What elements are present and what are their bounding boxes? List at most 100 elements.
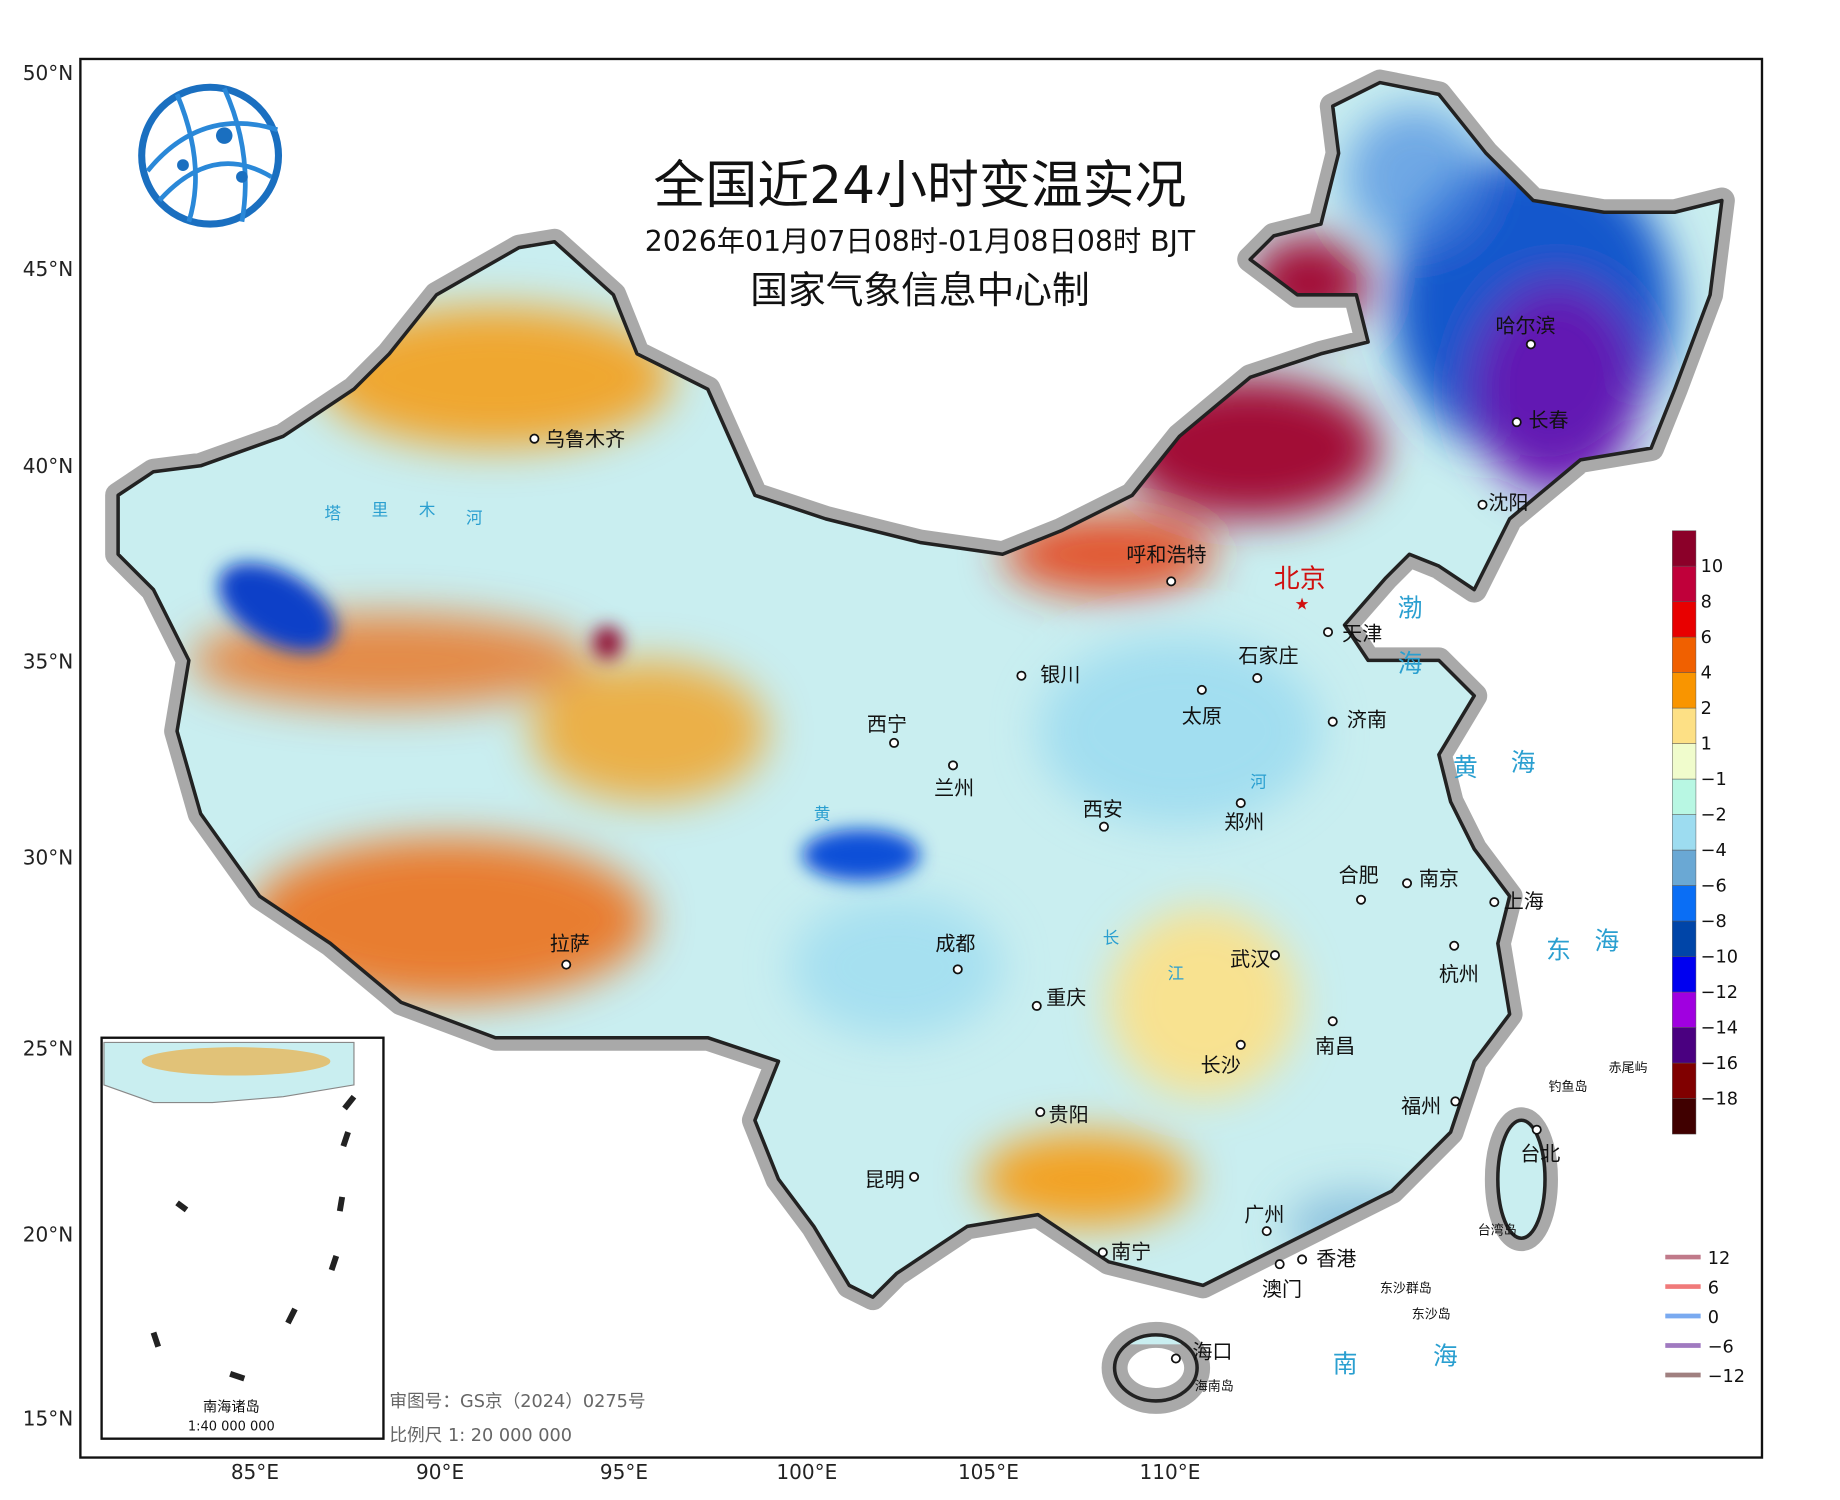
city-marker <box>1327 1016 1338 1027</box>
colorbar-swatch <box>1672 885 1697 922</box>
city-label: 上海 <box>1504 889 1544 913</box>
city-marker <box>1525 339 1536 350</box>
contour-legend-label: −6 <box>1708 1338 1734 1358</box>
south-china-sea-inset: 南海诸岛 1:40 000 000 <box>100 1036 385 1440</box>
city-label: 南宁 <box>1111 1239 1151 1263</box>
city-marker <box>1252 673 1263 684</box>
city-marker <box>1269 950 1280 961</box>
city-marker <box>1323 627 1334 638</box>
city-label: 长春 <box>1528 408 1568 432</box>
river-label: 河 <box>466 509 483 528</box>
colorbar-label: −2 <box>1701 806 1727 826</box>
city-label: 拉萨 <box>550 931 590 955</box>
capital-star-icon: ★ <box>1295 595 1310 614</box>
city-marker <box>952 964 963 975</box>
city-label: 郑州 <box>1224 810 1264 834</box>
lat-label: 45°N <box>23 257 74 281</box>
island-label: 赤尾屿 <box>1609 1061 1648 1076</box>
city-label: 西宁 <box>867 712 907 736</box>
city-label: 石家庄 <box>1238 644 1298 668</box>
map-scale: 比例尺 1: 20 000 000 <box>389 1425 572 1446</box>
city-label: 太原 <box>1182 704 1222 728</box>
lon-label: 85°E <box>231 1460 279 1484</box>
city-label: 南昌 <box>1315 1034 1355 1058</box>
colorbar-swatch <box>1672 743 1697 780</box>
lon-label: 110°E <box>1140 1460 1201 1484</box>
island-label: 钓鱼岛 <box>1549 1079 1588 1095</box>
contour-legend-label: 6 <box>1708 1279 1719 1299</box>
colorbar-label: −14 <box>1701 1018 1738 1038</box>
sea-label: 海 <box>1433 1341 1458 1370</box>
colorbar-swatch <box>1672 1062 1697 1099</box>
city-marker <box>1261 1226 1272 1237</box>
contour-legend-label: 12 <box>1708 1249 1731 1269</box>
city-label: 沈阳 <box>1488 490 1528 514</box>
city-label: 乌鲁木齐 <box>545 427 625 451</box>
city-marker <box>1170 1353 1181 1364</box>
sea-label: 海 <box>1398 649 1423 678</box>
colorbar-label: 6 <box>1701 628 1712 648</box>
colorbar-label: −8 <box>1701 912 1727 932</box>
city-label: 呼和浩特 <box>1126 542 1206 566</box>
city-marker <box>909 1171 920 1182</box>
river-label: 江 <box>1168 964 1185 983</box>
city-marker <box>1489 897 1500 908</box>
city-marker <box>529 433 540 444</box>
sea-label: 东 <box>1546 936 1571 965</box>
colorbar-swatch <box>1672 991 1697 1028</box>
colorbar-label: −4 <box>1701 841 1727 861</box>
island-label: 海南岛 <box>1195 1378 1234 1394</box>
capital-label: 北京 <box>1274 564 1326 594</box>
city-label: 济南 <box>1347 707 1387 731</box>
sea-label: 海 <box>1595 926 1620 955</box>
lat-label: 35°N <box>23 650 74 674</box>
river-label: 塔 <box>324 504 341 523</box>
colorbar-label: −16 <box>1701 1054 1738 1074</box>
city-label: 哈尔滨 <box>1495 314 1555 338</box>
city-marker <box>1327 716 1338 727</box>
lat-label: 20°N <box>23 1223 74 1247</box>
river-label: 木 <box>419 500 436 519</box>
river-label: 河 <box>1250 773 1266 792</box>
city-marker <box>561 959 572 970</box>
city-marker <box>1511 417 1522 428</box>
sea-label: 南 <box>1333 1350 1358 1379</box>
city-label: 成都 <box>935 931 975 955</box>
city-label: 广州 <box>1244 1203 1284 1227</box>
colorbar-swatch <box>1672 814 1697 851</box>
colorbar-label: 2 <box>1701 699 1712 719</box>
island-label: 东沙岛 <box>1412 1306 1451 1322</box>
colorbar-swatch <box>1672 778 1697 815</box>
city-label: 重庆 <box>1046 986 1086 1010</box>
lon-label: 95°E <box>600 1460 648 1484</box>
colorbar-swatch <box>1672 1098 1697 1135</box>
city-marker <box>889 737 900 748</box>
colorbar-label: 4 <box>1701 664 1712 684</box>
map-subtitle: 2026年01月07日08时-01月08日08时 BJT <box>645 225 1196 258</box>
lat-label: 30°N <box>23 845 74 869</box>
river-label: 长 <box>1103 928 1120 947</box>
city-label: 昆明 <box>865 1167 905 1191</box>
city-marker <box>1196 684 1207 695</box>
lon-label: 90°E <box>416 1460 464 1484</box>
city-label: 澳门 <box>1262 1277 1302 1301</box>
lon-label: 100°E <box>776 1460 837 1484</box>
colorbar-swatch <box>1672 920 1697 957</box>
city-label: 杭州 <box>1439 962 1479 986</box>
colorbar-swatch <box>1672 672 1697 709</box>
map-title: 全国近24小时变温实况 <box>654 156 1187 216</box>
colorbar-label: 10 <box>1701 557 1724 577</box>
city-marker <box>1031 1000 1042 1011</box>
island-label: 台湾岛 <box>1478 1223 1517 1239</box>
inset-title: 南海诸岛 <box>203 1400 260 1416</box>
city-marker <box>1449 940 1460 951</box>
city-marker <box>1166 576 1177 587</box>
city-label: 贵阳 <box>1049 1102 1089 1126</box>
cma-logo <box>138 83 283 228</box>
city-label: 兰州 <box>934 776 974 800</box>
colorbar-label: 1 <box>1701 735 1712 755</box>
city-label: 南京 <box>1419 867 1459 891</box>
city-label: 天津 <box>1342 621 1382 645</box>
city-marker <box>1477 499 1488 510</box>
